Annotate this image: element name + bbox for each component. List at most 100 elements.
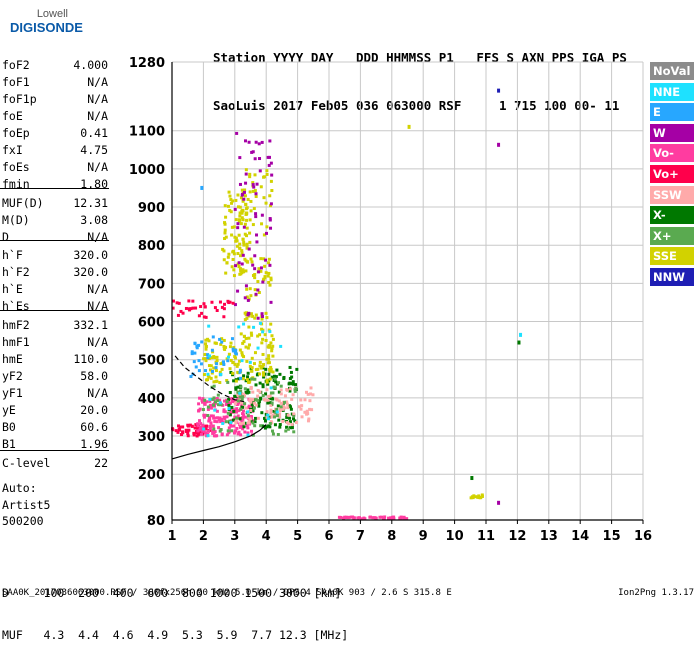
data-point [248,364,252,368]
data-point [274,397,278,401]
data-point [235,407,239,411]
data-point [208,427,212,431]
y-tick-label: 80 [147,514,165,529]
data-point [224,235,228,239]
data-point [268,422,272,426]
x-tick-label: 2 [199,529,208,544]
data-point [250,333,254,337]
data-point [240,377,244,381]
data-point [268,330,272,334]
data-point [242,322,246,326]
data-point [253,254,257,258]
data-point [245,359,249,363]
data-point [223,231,227,235]
data-point [214,400,218,404]
data-point [262,373,266,377]
data-point [250,260,254,264]
data-point [208,354,212,358]
data-point [267,379,271,383]
y-tick-label: 700 [138,277,165,292]
data-point [254,403,258,407]
legend-item: SSE [650,247,694,266]
data-point [251,433,255,437]
data-point [246,260,250,264]
data-point [405,517,409,521]
data-point [197,359,201,363]
data-point [225,261,229,265]
data-point [176,430,180,434]
data-point [197,343,201,347]
x-tick-label: 11 [477,529,495,544]
data-point [265,378,269,382]
data-point [207,429,211,433]
data-point [240,192,244,196]
data-point [290,375,294,379]
param-value: 3.08 [80,213,108,227]
data-point [392,517,396,521]
data-point [178,425,182,429]
param-name: hmF1 [2,335,30,349]
logo-text-digisonde: DIGISONDE [10,20,83,35]
data-point [256,288,260,292]
data-point [201,400,205,404]
data-point [207,339,211,343]
data-point [187,428,191,432]
data-point [243,222,247,226]
data-point [268,283,272,287]
data-point [223,347,227,351]
data-point [236,432,240,436]
data-point [264,258,268,262]
data-point [217,426,221,430]
data-point [232,409,236,413]
data-point [254,292,258,296]
data-point [251,223,255,227]
data-point [203,400,207,404]
param-value: N/A [87,230,108,244]
data-point [279,384,283,388]
data-point [251,189,255,193]
data-point [479,496,483,500]
data-point [268,139,272,143]
param-row: foF1p N/A [2,92,108,109]
data-point [232,252,236,256]
data-point [248,287,252,291]
data-point [213,419,217,423]
data-point [278,415,282,419]
data-point [271,429,275,433]
data-point [186,432,190,436]
data-point [220,433,224,437]
data-point [235,364,239,368]
data-point [244,406,248,410]
data-point [236,385,240,389]
data-point [379,515,383,519]
data-point [290,426,294,430]
data-point [236,399,240,403]
data-point [238,267,242,271]
data-point [216,393,220,397]
y-tick-label: 1280 [129,56,165,71]
data-point [179,309,183,313]
data-point [228,194,232,198]
data-point [252,325,256,329]
data-point [197,314,201,318]
data-point [382,516,386,520]
data-point [194,423,198,427]
data-point [253,377,257,381]
param-name: h`F [2,248,23,262]
data-point [243,194,247,198]
data-point [202,315,206,319]
y-tick-label: 500 [138,354,165,369]
data-point [470,495,474,499]
data-point [248,190,252,194]
data-point [221,421,225,425]
data-point [283,400,287,404]
data-point [243,296,247,300]
data-point [242,413,246,417]
data-point [268,415,272,419]
data-point [238,370,242,374]
data-layer [171,88,523,521]
data-point [204,344,208,348]
data-point [242,392,246,396]
data-point [519,332,523,337]
data-point [269,226,273,230]
